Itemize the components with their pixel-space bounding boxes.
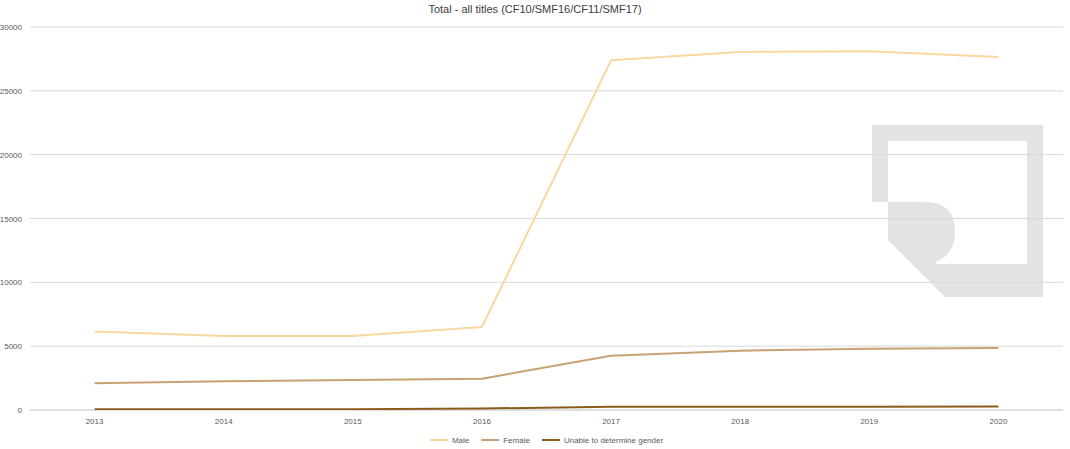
watermark — [872, 125, 1043, 297]
series-line — [95, 348, 999, 383]
y-tick-label: 0 — [18, 406, 23, 415]
grid-line — [30, 90, 1063, 91]
y-tick-label: 15000 — [0, 215, 23, 224]
x-tick-label: 2016 — [473, 417, 491, 426]
plot-area — [95, 51, 999, 409]
legend: Male Female Unable to determine gender — [430, 436, 664, 445]
legend-item: Female — [481, 436, 530, 445]
legend-label: Female — [503, 436, 530, 445]
x-tick-label: 2014 — [215, 417, 233, 426]
series-line — [95, 51, 999, 336]
series-line — [95, 407, 999, 410]
grid-line — [30, 346, 1063, 347]
chart-title: Total - all titles (CF10/SMF16/CF11/SMF1… — [428, 3, 641, 15]
watermark-frame — [872, 125, 1043, 297]
y-tick-label: 10000 — [0, 278, 23, 287]
x-tick-label: 2017 — [602, 417, 620, 426]
chart-container: Total - all titles (CF10/SMF16/CF11/SMF1… — [0, 0, 1070, 449]
grid-line — [30, 282, 1063, 283]
y-tick-label: 20000 — [0, 151, 23, 160]
x-tick-label: 2015 — [344, 417, 362, 426]
x-tick-label: 2018 — [731, 417, 749, 426]
y-tick-label: 5000 — [4, 342, 22, 351]
y-tick-label: 30000 — [0, 23, 23, 32]
legend-swatch — [481, 439, 499, 441]
legend-label: Male — [452, 436, 470, 445]
legend-label: Unable to determine gender — [564, 436, 664, 445]
legend-swatch — [430, 439, 448, 441]
grid-line — [30, 27, 1063, 28]
legend-item: Male — [430, 436, 470, 445]
x-tick-label: 2019 — [860, 417, 878, 426]
legend-item: Unable to determine gender — [542, 436, 664, 445]
grid-line — [30, 218, 1063, 219]
legend-swatch — [542, 439, 560, 441]
chart-svg: Total - all titles (CF10/SMF16/CF11/SMF1… — [0, 0, 1070, 449]
x-tick-label: 2020 — [990, 417, 1008, 426]
grid-line — [30, 154, 1063, 155]
y-tick-label: 25000 — [0, 87, 23, 96]
x-tick-label: 2013 — [86, 417, 104, 426]
